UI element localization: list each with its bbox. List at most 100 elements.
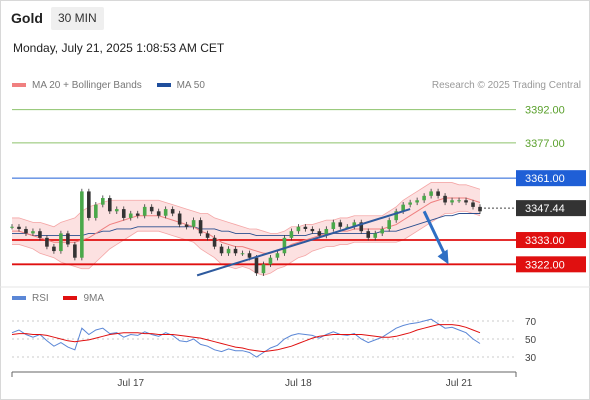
rsi-line	[11, 318, 481, 358]
candle-body	[94, 204, 98, 218]
candle-body	[121, 209, 126, 218]
candle-body	[31, 231, 35, 234]
candle-body	[373, 233, 378, 238]
candle-body	[436, 191, 440, 196]
x-tick-label: Jul 21	[446, 378, 473, 389]
candle-body	[289, 231, 294, 238]
last-price-label: 3347.44	[525, 203, 565, 215]
candle-body	[170, 209, 175, 214]
candle-body	[149, 206, 154, 212]
legend-swatch-ma50	[156, 83, 171, 88]
candle-body	[429, 191, 433, 196]
legend-item-9ma: 9MA	[63, 293, 104, 304]
x-tick-label: Jul 17	[117, 378, 144, 389]
level-label-3333.00: 3333.00	[525, 235, 565, 247]
candle-body	[233, 248, 238, 254]
candle-body	[443, 195, 447, 203]
candle-body	[317, 231, 322, 236]
candle-body	[66, 233, 70, 245]
candle-body	[401, 204, 405, 212]
candle-body	[366, 231, 371, 238]
candle-body	[352, 222, 357, 227]
forecast-arrow-line	[422, 210, 448, 259]
candle-body	[471, 202, 475, 207]
level-label-3361.00: 3361.00	[525, 173, 565, 185]
rsi-tick-70: 70	[525, 317, 537, 328]
candle-body	[422, 195, 426, 201]
candle-body	[387, 220, 391, 229]
candle-body	[142, 206, 147, 216]
rsi-tick-30: 30	[525, 353, 537, 364]
candle-body	[310, 228, 315, 232]
candle-body	[177, 213, 182, 225]
candle-body	[303, 226, 308, 229]
candle-body	[282, 237, 287, 254]
candle-body	[38, 231, 42, 238]
candle-body	[80, 191, 84, 258]
candle-body	[107, 198, 112, 212]
candle-body	[73, 244, 77, 258]
candle-body	[17, 226, 21, 229]
price-legend: MA 20 + Bollinger Bands MA 50	[12, 80, 217, 91]
candle-body	[163, 209, 168, 216]
candle-body	[359, 222, 364, 232]
candle-body	[59, 233, 63, 252]
legend-label-9ma: 9MA	[83, 293, 105, 304]
candle-body	[275, 253, 280, 258]
candle-body	[114, 209, 119, 212]
candle-body	[101, 198, 105, 205]
credit-text: Research © 2025 Trading Central	[431, 80, 581, 91]
rsi-ma-line	[11, 324, 481, 353]
candle-body	[464, 200, 468, 203]
candle-body	[205, 233, 210, 238]
candle-body	[45, 237, 49, 247]
candle-body	[331, 222, 336, 229]
forecast-arrow-head	[437, 249, 449, 265]
candle-body	[296, 226, 301, 232]
ma50-line	[12, 213, 480, 237]
candle-body	[135, 213, 140, 216]
candle-body	[254, 257, 259, 274]
chart-datetime: Monday, July 21, 2025 1:08:53 AM CET	[13, 41, 225, 55]
chart-header: Gold 30 MIN	[0, 0, 590, 36]
candle-body	[415, 200, 419, 203]
candle-body	[450, 200, 454, 203]
legend-swatch-ma20	[12, 83, 26, 88]
rsi-tick-50: 50	[525, 335, 537, 346]
legend-label-rsi: RSI	[32, 293, 49, 304]
level-label-3392.00: 3392.00	[525, 105, 565, 117]
candle-body	[457, 200, 461, 202]
level-box-3361.00	[516, 170, 586, 187]
legend-swatch-rsi	[12, 296, 26, 301]
candle-body	[324, 228, 329, 236]
ma20-line	[12, 197, 481, 254]
candle-body	[408, 202, 412, 205]
candle-body	[380, 228, 385, 234]
last-price-box	[516, 200, 586, 217]
timeframe-badge[interactable]: 30 MIN	[51, 7, 104, 30]
level-label-3377.00: 3377.00	[525, 138, 565, 150]
legend-item-rsi: RSI	[12, 293, 49, 304]
candle-body	[268, 257, 273, 265]
candle-body	[212, 237, 217, 247]
candle-body	[198, 220, 203, 234]
candle-body	[478, 206, 482, 212]
candle-body	[345, 226, 350, 228]
candle-body	[52, 246, 56, 252]
trendline	[196, 208, 411, 277]
level-box-3322.00	[516, 256, 586, 273]
candle-body	[156, 211, 161, 216]
candle-body	[184, 224, 189, 227]
rsi-legend: RSI 9MA	[12, 293, 116, 304]
x-tick-label: Jul 18	[285, 378, 312, 389]
candle-body	[191, 220, 196, 227]
symbol-title: Gold	[11, 10, 43, 26]
candle-body	[219, 246, 224, 254]
candle-body	[128, 213, 133, 218]
candle-body	[24, 228, 28, 234]
legend-swatch-9ma	[63, 296, 78, 301]
candle-body	[261, 264, 266, 274]
level-label-3322.00: 3322.00	[525, 259, 565, 271]
candle-body	[226, 248, 231, 254]
